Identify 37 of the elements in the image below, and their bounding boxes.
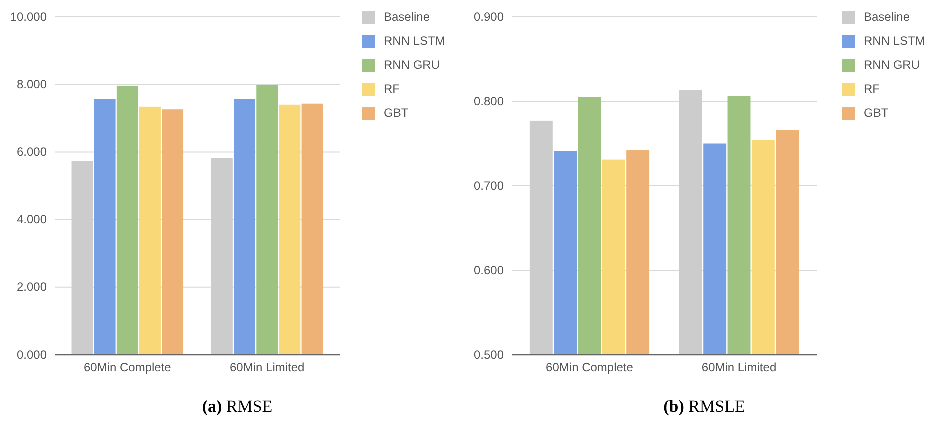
y-tick-label: 0.500: [474, 348, 504, 362]
text: (a) RMSE: [202, 397, 273, 416]
y-tick-label: 4.000: [16, 212, 48, 227]
bar: [140, 106, 161, 355]
bar: [256, 85, 278, 355]
bar: [162, 110, 184, 355]
legend-label: RNN GRU: [864, 58, 920, 72]
legend-label: RF: [384, 82, 400, 96]
y-tick-label: 0.000: [16, 348, 48, 362]
legend-label: Baseline: [864, 10, 910, 24]
y-tick-label: 0.700: [474, 178, 504, 193]
legend-label: RNN LSTM: [384, 34, 446, 48]
y-tick-label: 10.000: [10, 10, 48, 24]
bar: [234, 99, 256, 355]
bar: [211, 158, 233, 355]
bar: [279, 104, 301, 355]
y-tick-label: 2.000: [16, 280, 48, 294]
legend-label: Baseline: [384, 10, 430, 24]
y-tick-label: 0.600: [474, 263, 504, 278]
bar: [94, 99, 116, 355]
y-tick-label: 0.800: [474, 94, 504, 108]
y-tick-label: 0.900: [474, 10, 504, 24]
x-tick-label: 60Min Complete: [84, 360, 172, 375]
y-tick-label: 6.000: [16, 145, 48, 160]
x-tick-label: 60Min Complete: [546, 360, 634, 375]
bar: [116, 86, 138, 355]
text: (b) RMSLE: [664, 397, 746, 416]
legend-label: GBT: [864, 106, 890, 120]
bar: [302, 104, 324, 355]
bar: [72, 161, 94, 355]
legend-label: RF: [864, 82, 880, 96]
legend-label: RNN LSTM: [864, 34, 926, 48]
legend-label: GBT: [384, 106, 410, 120]
x-tick-label: 60Min Limited: [702, 360, 777, 375]
y-tick-label: 8.000: [16, 77, 48, 92]
legend-label: RNN GRU: [384, 58, 440, 72]
x-tick-label: 60Min Limited: [230, 360, 305, 375]
